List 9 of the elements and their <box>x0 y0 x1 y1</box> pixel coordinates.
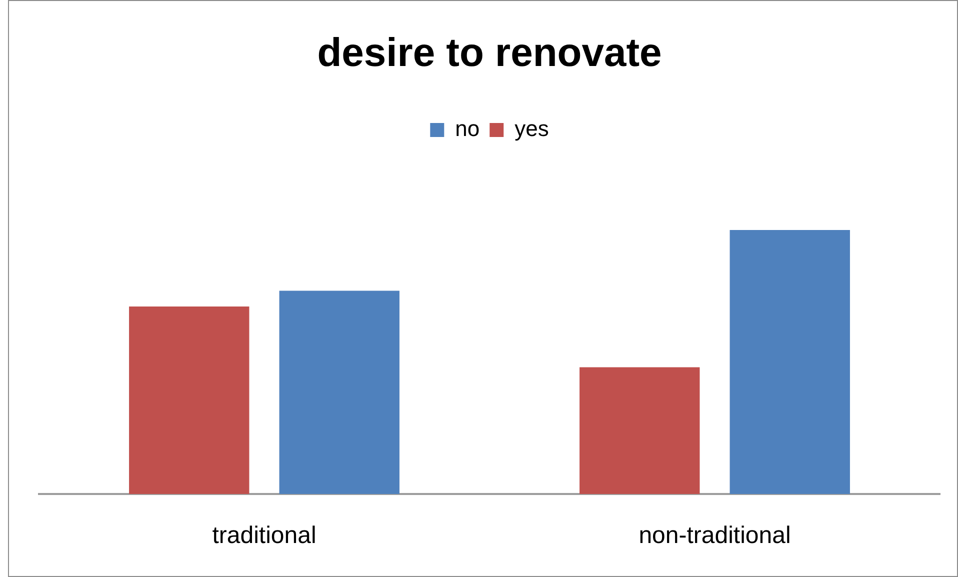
chart-title: desire to renovate <box>317 31 662 76</box>
x-tick-label: traditional <box>212 522 316 550</box>
bar <box>129 306 250 494</box>
legend-label: no <box>455 116 480 142</box>
bar <box>279 290 400 494</box>
bar <box>730 230 850 494</box>
x-tick-label: non-traditional <box>638 522 791 550</box>
legend-label: yes <box>514 116 549 142</box>
bar <box>580 367 700 494</box>
